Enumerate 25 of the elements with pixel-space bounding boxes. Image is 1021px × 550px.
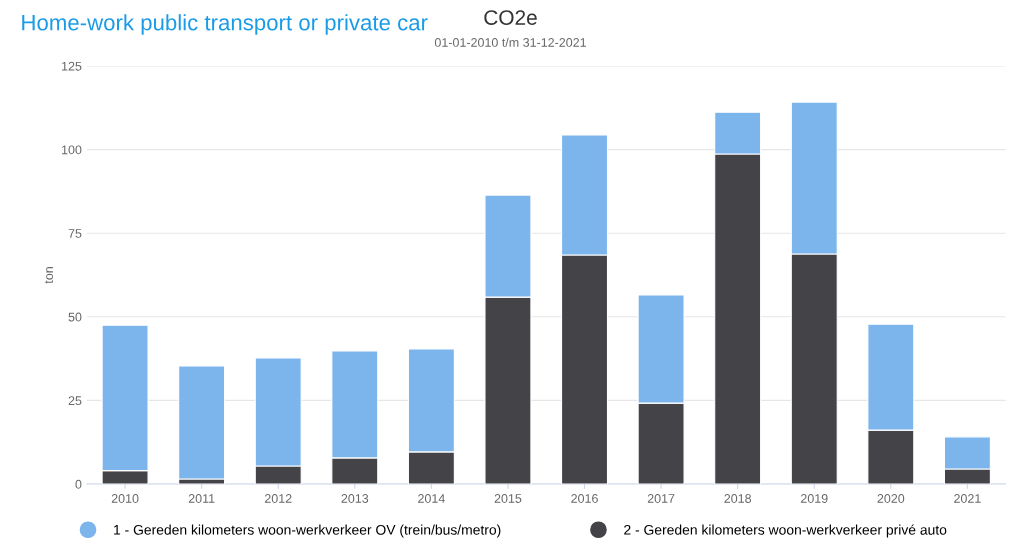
x-tick-label: 2016 <box>571 494 598 503</box>
y-axis-title: ton <box>44 267 54 284</box>
x-tick-label: 2010 <box>111 494 139 503</box>
x-tick-label: 2018 <box>724 494 752 503</box>
x-tick-label: 2019 <box>800 494 828 503</box>
y-tick-label: 0 <box>75 479 82 489</box>
bar <box>178 365 226 480</box>
y-tick-label: 125 <box>62 61 82 71</box>
chart-subtitle: 01-01-2010 t/m 31-12-2021 <box>434 37 586 47</box>
x-tick-label: 2012 <box>264 494 292 503</box>
legend-label: 1 - Gereden kilometers woon-werkverkeer OV (trein/bus/metro) <box>114 524 501 538</box>
y-tick-label: 75 <box>68 229 82 238</box>
x-tick-label: 2014 <box>418 494 445 503</box>
y-tick-label: 100 <box>62 145 82 155</box>
y-tick-label: 25 <box>68 396 82 406</box>
y-tick-label: 50 <box>68 312 82 322</box>
chart-title: CO2e <box>484 10 537 25</box>
x-tick-label: 2013 <box>341 494 369 503</box>
legend-label: 2 - Gereden kilometers woon-werkverkeer privé auto <box>624 524 947 538</box>
x-tick-label: 2015 <box>494 494 522 503</box>
x-tick-label: 2011 <box>188 494 215 503</box>
x-tick-label: 2017 <box>647 494 675 503</box>
x-tick-label: 2021 <box>954 494 981 503</box>
text: Home-work public transport or private car <box>22 14 428 35</box>
x-tick-label: 2020 <box>877 494 905 503</box>
